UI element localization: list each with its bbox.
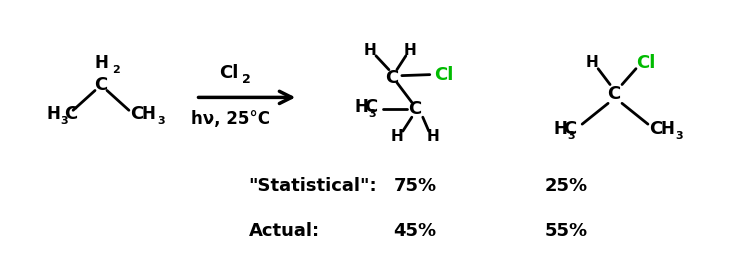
Text: C: C	[94, 76, 108, 94]
Text: C: C	[408, 100, 422, 118]
Text: 3: 3	[368, 109, 376, 119]
Text: hν, 25°C: hν, 25°C	[191, 110, 270, 128]
Text: 2: 2	[242, 73, 251, 86]
Text: H: H	[553, 120, 567, 138]
Text: H: H	[403, 43, 417, 58]
Text: 3: 3	[60, 116, 68, 126]
Text: C: C	[608, 85, 621, 103]
Text: 3: 3	[157, 116, 165, 126]
Text: H: H	[426, 129, 439, 144]
Text: C: C	[365, 98, 378, 116]
Text: C: C	[564, 120, 577, 138]
Text: H: H	[354, 98, 368, 116]
Text: 25%: 25%	[545, 177, 588, 196]
Text: 3: 3	[567, 131, 575, 141]
Text: Actual:: Actual:	[248, 222, 320, 240]
Text: C: C	[130, 105, 143, 123]
Text: C: C	[64, 105, 78, 123]
Text: C: C	[385, 69, 398, 86]
Text: 55%: 55%	[545, 222, 588, 240]
Text: H: H	[586, 55, 599, 70]
Text: H: H	[142, 105, 156, 123]
Text: Cl: Cl	[434, 66, 453, 84]
Text: H: H	[94, 54, 108, 72]
Text: "Statistical":: "Statistical":	[248, 177, 377, 196]
Text: H: H	[46, 105, 60, 123]
Text: C: C	[649, 120, 662, 138]
Text: 3: 3	[675, 131, 683, 141]
Text: H: H	[661, 120, 675, 138]
Text: H: H	[390, 129, 403, 144]
Text: H: H	[364, 43, 376, 58]
Text: 2: 2	[112, 65, 120, 75]
Text: Cl: Cl	[219, 64, 238, 82]
Text: Cl: Cl	[636, 54, 656, 72]
Text: 45%: 45%	[393, 222, 436, 240]
Text: 75%: 75%	[393, 177, 436, 196]
